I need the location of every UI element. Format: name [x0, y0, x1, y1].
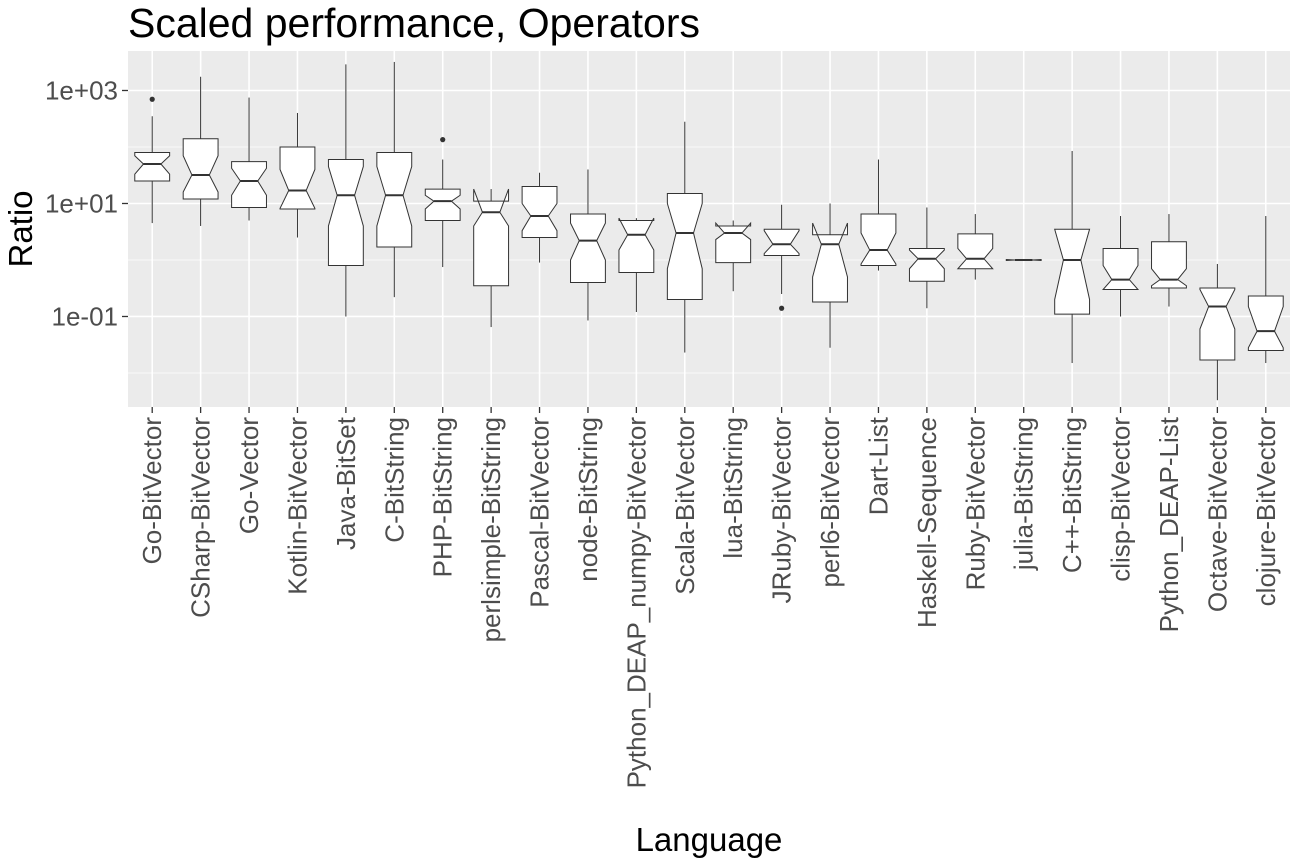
x-tick-label: Kotlin-BitVector	[282, 417, 312, 595]
x-tick-label: CSharp-BitVector	[186, 417, 216, 618]
box-body	[134, 151, 171, 182]
x-tick-label: Dart-List	[863, 416, 893, 515]
box-body	[521, 185, 558, 238]
box-Python_DEAP_numpy-BitVector	[618, 217, 655, 313]
box-C++-BitString	[1054, 150, 1091, 364]
box-JRuby-BitVector	[763, 204, 800, 311]
x-tick-label: Haskell-Sequence	[912, 417, 942, 628]
box-Dart-List	[860, 159, 897, 271]
x-tick-label: Scala-BitVector	[670, 417, 700, 595]
box-body	[1102, 247, 1140, 291]
box-body	[473, 188, 510, 287]
x-axis-title: Language	[636, 821, 783, 858]
y-tick-label: 1e+01	[45, 188, 118, 218]
box-clojure-BitVector	[1247, 216, 1284, 364]
box-Octave-BitVector	[1199, 263, 1236, 401]
box-body	[182, 138, 219, 200]
x-tick-label: Go-BitVector	[137, 417, 167, 565]
box-clisp-BitVector	[1102, 216, 1140, 317]
box-body	[1247, 295, 1284, 351]
plot-panel	[128, 51, 1290, 407]
outlier-point	[779, 305, 785, 311]
x-tick-label: Go-Vector	[234, 417, 264, 534]
y-axis: 1e-01 1e+01 1e+03	[45, 75, 128, 331]
x-tick-label: Ruby-BitVector	[960, 417, 990, 591]
box-body	[279, 146, 316, 210]
box-C-BitString	[376, 61, 413, 298]
x-tick-label: clojure-BitVector	[1251, 417, 1281, 607]
x-tick-label: PHP-BitString	[428, 417, 458, 577]
box-julia-BitString	[1005, 258, 1042, 262]
x-tick-label: Python_DEAP_numpy-BitVector	[621, 417, 651, 789]
box-body	[763, 228, 800, 257]
box-body	[812, 222, 848, 303]
box-body	[956, 233, 994, 270]
x-tick-label: Python_DEAP-List	[1154, 416, 1184, 632]
box-body	[424, 188, 461, 221]
x-tick-label: Pascal-BitVector	[525, 417, 555, 608]
box-body	[376, 151, 413, 248]
box-PHP-BitString	[424, 137, 461, 268]
x-tick-label: clisp-BitVector	[1106, 417, 1136, 582]
x-tick-label: C++-BitString	[1057, 417, 1087, 573]
box-body	[860, 213, 897, 266]
outlier-point	[440, 137, 446, 143]
x-tick-label: julia-BitString	[1009, 417, 1039, 571]
chart-title: Scaled performance, Operators	[128, 0, 700, 46]
x-tick-label: perlsimple-BitString	[476, 417, 506, 642]
box-body	[908, 247, 945, 282]
box-Scala-BitVector	[666, 121, 703, 353]
box-body	[666, 193, 703, 300]
box-body	[327, 159, 364, 266]
x-tick-label: node-BitString	[573, 417, 603, 582]
box-body	[570, 213, 606, 283]
box-body	[1151, 241, 1187, 289]
box-body	[618, 217, 655, 274]
x-tick-label: JRuby-BitVector	[767, 417, 797, 604]
box-lua-BitString	[715, 220, 752, 292]
x-axis: Go-BitVector CSharp-BitVector Go-Vector Kot…	[137, 407, 1281, 788]
y-axis-title: Ratio	[2, 190, 39, 267]
box-body	[1005, 258, 1042, 262]
box-body	[1199, 287, 1236, 361]
x-tick-label: perl6-BitVector	[815, 417, 845, 588]
x-tick-label: Java-BitSet	[331, 416, 361, 550]
box-Go-BitVector	[134, 96, 171, 224]
box-Pascal-BitVector	[521, 172, 558, 263]
box-node-BitString	[570, 169, 606, 321]
box-Go-Vector	[231, 97, 267, 221]
y-tick-label: 1e+03	[45, 75, 118, 105]
box-body	[1054, 228, 1091, 315]
box-perlsimple-BitString	[473, 188, 510, 328]
y-tick-label: 1e-01	[52, 301, 119, 331]
box-Java-BitSet	[327, 64, 364, 317]
box-perl6-BitVector	[812, 203, 848, 348]
box-Ruby-BitVector	[956, 214, 994, 280]
x-tick-label: Octave-BitVector	[1202, 417, 1232, 612]
box-body	[715, 221, 752, 264]
outlier-point	[149, 96, 155, 102]
x-tick-label: lua-BitString	[718, 417, 748, 559]
box-CSharp-BitVector	[182, 76, 219, 226]
box-body	[231, 161, 267, 208]
boxes	[134, 61, 1284, 401]
x-tick-label: C-BitString	[379, 417, 409, 543]
box-Haskell-Sequence	[908, 207, 945, 309]
box-Python_DEAP-List	[1151, 214, 1187, 307]
box-Kotlin-BitVector	[279, 112, 316, 238]
